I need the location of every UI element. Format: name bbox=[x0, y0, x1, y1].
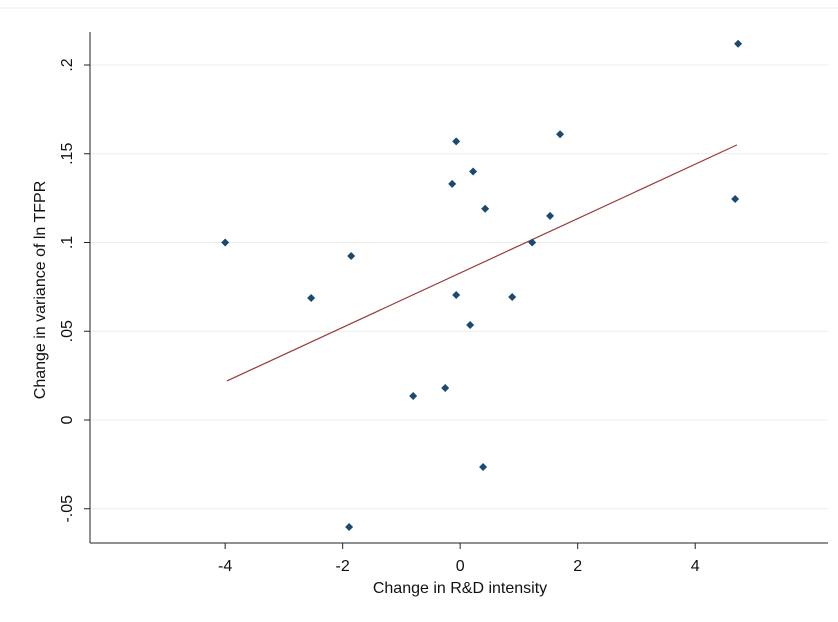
y-tick-label: .15 bbox=[59, 143, 76, 165]
point bbox=[469, 167, 478, 176]
point bbox=[409, 392, 418, 401]
point bbox=[452, 137, 461, 146]
y-tick-label: -.05 bbox=[59, 495, 76, 523]
x-tick-label: -2 bbox=[336, 558, 350, 575]
y-tick-label: .05 bbox=[59, 320, 76, 342]
x-tick-label: 4 bbox=[691, 558, 700, 575]
x-tick-label: 2 bbox=[573, 558, 582, 575]
fit-line bbox=[226, 144, 738, 382]
point bbox=[441, 384, 450, 393]
y-tick-label: .1 bbox=[59, 236, 76, 249]
y-axis-title: Change in variance of ln TFPR bbox=[32, 181, 49, 399]
x-axis-title: Change in R&D intensity bbox=[373, 580, 547, 597]
point bbox=[347, 251, 356, 260]
point bbox=[307, 294, 316, 303]
y-tick-label: 0 bbox=[59, 415, 76, 424]
x-tick-label: 0 bbox=[456, 558, 465, 575]
point bbox=[556, 130, 565, 139]
x-tick-label: -4 bbox=[218, 558, 232, 575]
point bbox=[528, 238, 537, 247]
point bbox=[731, 195, 740, 204]
point bbox=[345, 523, 354, 532]
point bbox=[508, 292, 517, 301]
point bbox=[221, 238, 230, 247]
point bbox=[448, 179, 457, 188]
point bbox=[466, 321, 475, 330]
y-tick-label: .2 bbox=[59, 58, 76, 71]
point bbox=[479, 463, 488, 472]
point bbox=[452, 291, 461, 300]
point bbox=[546, 211, 555, 220]
point bbox=[481, 204, 490, 213]
point bbox=[734, 39, 743, 48]
